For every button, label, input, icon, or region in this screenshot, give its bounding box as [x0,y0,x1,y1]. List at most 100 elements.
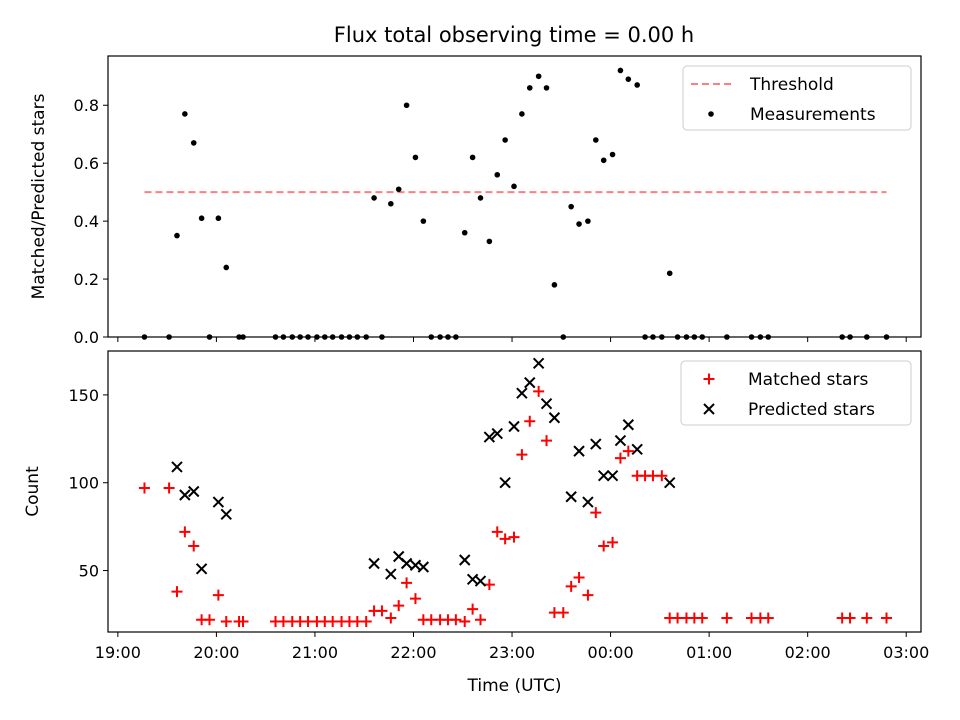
predicted-star-point [590,438,602,450]
matched-star-point [237,615,249,627]
measurement-point [240,334,246,340]
x-tick-label: 02:00 [785,643,831,662]
predicted-star-point [524,376,536,389]
matched-star-point [590,507,602,519]
legend-measurement-swatch [708,111,714,117]
predicted-star-point [597,469,610,482]
y-tick-label: 100 [68,474,99,493]
predicted-star-point [212,496,225,508]
measurement-point [190,140,197,146]
predicted-star-point [400,557,413,570]
matched-star-point [385,612,397,624]
matched-star-point [598,540,610,552]
legend: Threshold Measurements [682,65,912,131]
predicted-star-point [664,477,676,489]
measurement-point [511,183,517,190]
measurement-point [420,218,427,224]
measurement-point [403,102,410,109]
legend-label: Predicted stars [748,400,875,420]
matched-star-point [401,577,413,589]
legend-matched-swatch [703,373,715,385]
matched-star-point [393,600,405,612]
predicted-star-point [622,419,635,431]
matched-star-point [491,526,503,538]
plot-area-frame [107,350,922,633]
predicted-star-point [631,443,643,456]
measurement-point [494,171,501,178]
matched-star-point [582,589,594,601]
matched-star-point [138,482,150,494]
measurement-point [198,215,205,222]
matched-star-point [844,612,856,624]
matched-star-point [696,612,708,624]
x-tick-label: 03:00 [883,643,929,662]
measurement-point [486,238,493,245]
y-tick-label: 50 [79,562,99,581]
predicted-star-point [188,485,200,498]
legend-box [682,65,912,131]
measurement-point [437,334,443,340]
measurement-point [699,334,706,340]
matched-star-point [656,470,668,482]
measurement-point [329,334,336,340]
measurement-point [683,334,690,340]
matched-star-point [204,614,216,626]
matched-star-point [163,482,175,494]
x-axis-label: Time (UTC) [467,676,562,696]
measurement-point [166,334,172,340]
predicted-star-point [582,496,594,508]
predicted-star-point [195,563,208,575]
matched-star-point [557,607,569,619]
measurement-point [174,232,180,239]
measurement-point [395,186,402,193]
measurement-point [650,334,656,340]
matched-star-point [475,614,487,626]
measurement-point [568,203,574,210]
x-tick-label: 23:00 [489,643,535,662]
y-tick-label: 0.6 [74,154,99,173]
matched-star-point [861,612,873,624]
measurement-point [182,111,188,117]
y-tick-label: 0.2 [74,270,99,289]
legend: Matched stars Predicted stars [680,360,912,426]
measurement-point [314,334,320,340]
measurement-point [289,334,296,340]
measurement-point [560,334,567,340]
matched-star-point [881,612,893,624]
predicted-star-point [368,557,380,570]
predicted-star-point [171,461,183,473]
predicted-star-point [491,427,503,440]
measurement-point [576,221,582,227]
legend-predicted-swatch [703,403,715,415]
measurement-point [354,334,361,340]
ratio-panel: 0.0 0.2 0.4 0.6 0.8 Matched/Predicted stars Th… [29,55,922,347]
chart-title: Flux total observing time = 0.00 h [334,23,694,47]
predicted-star-point [499,477,511,489]
predicted-star-point [532,357,545,370]
y-axis-label: Matched/Predicted stars [29,93,49,299]
matched-star-point [516,449,528,461]
measurement-point [477,195,484,201]
matched-star-point [483,579,495,591]
y-tick-label: 0.8 [74,96,99,115]
measurement-point [748,334,755,340]
measurement-point [215,215,222,222]
measurement-point [322,334,328,340]
measurement-point [543,85,550,91]
y-tick-label: 0.4 [74,212,99,231]
measurement-point [625,76,632,82]
measurement-point [379,334,385,340]
measurement-point [469,154,476,161]
measurement-point [551,282,558,288]
predicted-star-point [606,469,619,482]
measurement-point [305,334,311,340]
measurement-point [461,229,468,236]
predicted-star-point [573,445,585,457]
measurement-point [724,334,730,340]
matched-star-point [762,612,774,624]
predicted-star-point [540,397,553,410]
legend-label: Measurements [750,105,876,125]
measurement-point [659,334,665,340]
predicted-star-point [459,554,471,566]
predicted-star-point [179,489,191,501]
